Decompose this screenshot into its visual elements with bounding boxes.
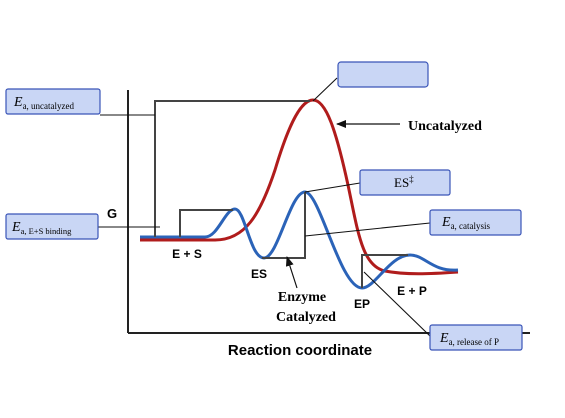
connector-ea-catalysis <box>304 222 431 237</box>
ea-catalysis-main: E <box>441 215 451 230</box>
ea-release-label: Ea, release of P <box>439 331 499 347</box>
release-energy-bracket <box>361 254 408 288</box>
ea-uncatalyzed-label: Ea, uncatalyzed <box>13 95 75 111</box>
x-axis-label: Reaction coordinate <box>228 342 372 359</box>
top-box[interactable] <box>337 61 429 88</box>
binding-energy-bracket <box>179 209 233 237</box>
y-axis-label: G <box>107 206 117 221</box>
ea-release-sub: a, release of P <box>449 337 499 347</box>
es-double-dagger-box[interactable] <box>359 169 451 196</box>
enzyme-arrow <box>285 256 298 289</box>
enzyme-label-line1: Enzyme <box>278 290 326 305</box>
ea-release-box[interactable] <box>429 324 523 351</box>
catalysis-energy-bracket <box>262 192 306 259</box>
state-e-plus-s: E + S <box>172 247 202 261</box>
es-double-dagger-label: ES‡ <box>394 174 414 190</box>
ea-binding-label: Ea, E+S binding <box>11 220 72 236</box>
ea-release-main: E <box>439 331 449 346</box>
connector-ea-release <box>363 271 431 337</box>
uncatalyzed-label: Uncatalyzed <box>408 119 482 134</box>
ea-binding-box[interactable] <box>5 213 99 240</box>
connector-top-box <box>312 77 338 102</box>
connector-es-double-dagger <box>304 182 361 193</box>
state-ep: EP <box>354 297 370 311</box>
ea-catalysis-box[interactable] <box>429 209 522 236</box>
enzyme-label-line2: Catalyzed <box>276 310 336 325</box>
uncatalyzed-energy-bracket <box>154 100 310 237</box>
ea-binding-main: E <box>11 220 21 235</box>
es-double-dagger-main: ES <box>394 175 409 190</box>
es-double-dagger-sup: ‡ <box>409 174 414 184</box>
ea-catalysis-label: Ea, catalysis <box>441 215 491 231</box>
ea-catalysis-sub: a, catalysis <box>451 221 491 231</box>
ea-binding-sub: a, E+S binding <box>21 226 73 236</box>
state-e-plus-p: E + P <box>397 284 427 298</box>
ea-uncatalyzed-main: E <box>13 95 23 110</box>
ea-uncatalyzed-box[interactable] <box>5 88 101 115</box>
state-es: ES <box>251 267 267 281</box>
ea-uncatalyzed-sub: a, uncatalyzed <box>23 101 75 111</box>
